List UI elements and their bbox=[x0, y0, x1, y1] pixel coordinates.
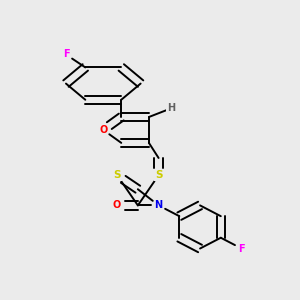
Text: S: S bbox=[155, 170, 162, 180]
Text: S: S bbox=[113, 170, 121, 180]
Text: H: H bbox=[167, 103, 175, 113]
Text: N: N bbox=[154, 200, 163, 210]
Text: F: F bbox=[238, 244, 245, 254]
Text: O: O bbox=[99, 125, 107, 135]
Text: F: F bbox=[63, 50, 69, 59]
Text: O: O bbox=[113, 200, 121, 210]
